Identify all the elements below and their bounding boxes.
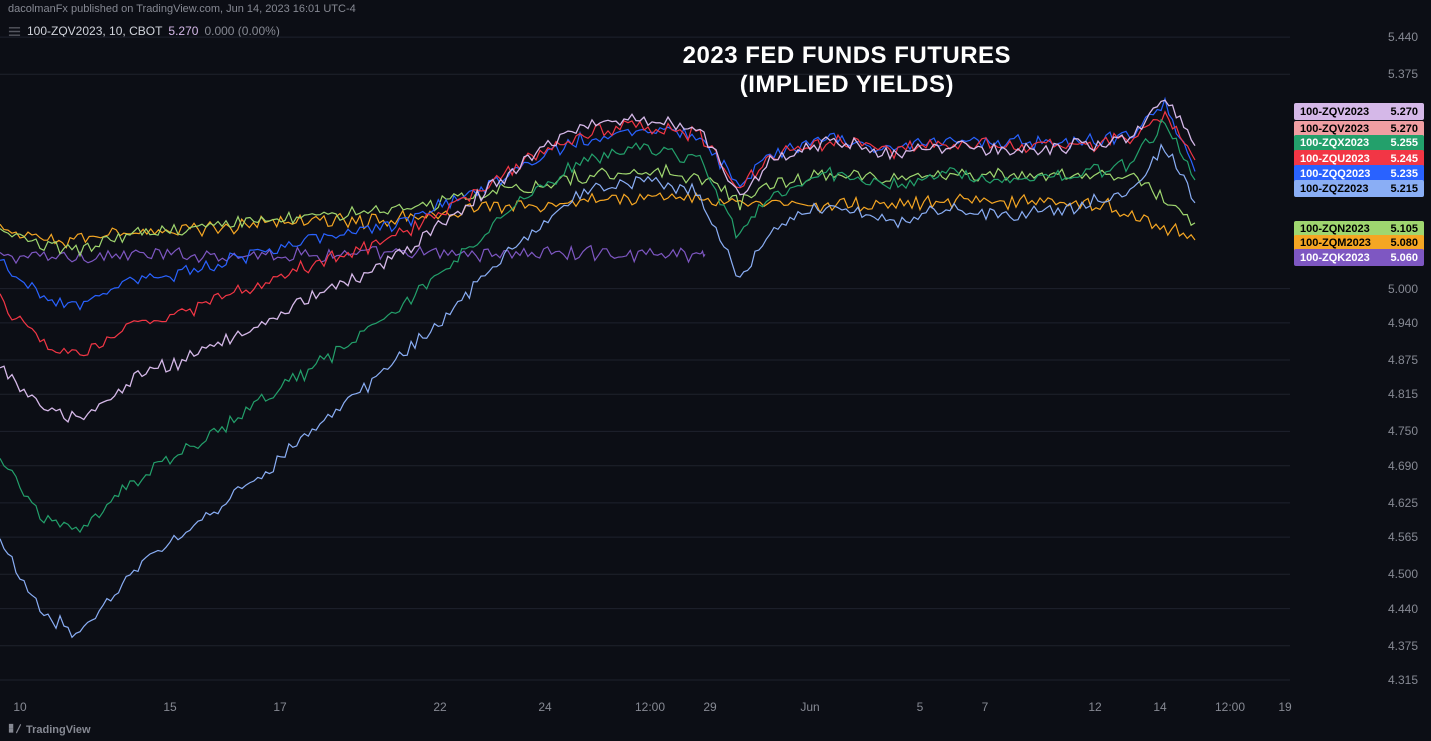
y-tick: 4.875 xyxy=(1388,353,1418,367)
price-tag-label: 100-ZQV2023 xyxy=(1294,123,1384,135)
y-tick: 4.440 xyxy=(1388,602,1418,616)
tradingview-icon xyxy=(8,723,22,737)
price-tag-value: 5.270 xyxy=(1384,106,1424,118)
x-tick: 15 xyxy=(163,700,176,714)
x-tick: 12:00 xyxy=(1215,700,1245,714)
price-tag-value: 5.215 xyxy=(1384,183,1424,195)
series-ZQV xyxy=(0,100,1195,422)
price-tag-label: 100-ZQX2023 xyxy=(1294,137,1384,149)
y-tick: 5.000 xyxy=(1388,282,1418,296)
price-tag-value: 5.235 xyxy=(1384,168,1424,180)
x-tick: 22 xyxy=(433,700,446,714)
price-tag-label: 100-ZQV2023 xyxy=(1294,106,1384,118)
y-tick: 4.750 xyxy=(1388,424,1418,438)
price-tag-label: 100-ZQZ2023 xyxy=(1294,183,1384,195)
series-ZQZ xyxy=(0,145,1195,638)
price-tag[interactable]: 100-ZQZ20235.215 xyxy=(1294,180,1424,197)
series-ZQX xyxy=(0,120,1195,532)
x-axis[interactable]: 10 15 17 22 24 12:00 29 Jun 5 7 12 14 12:00 19 xyxy=(0,700,1290,720)
y-tick: 5.440 xyxy=(1388,30,1418,44)
x-tick: 5 xyxy=(917,700,924,714)
footer-brand: TradingView xyxy=(8,723,91,737)
y-tick: 4.315 xyxy=(1388,673,1418,687)
price-tag-value: 5.080 xyxy=(1384,237,1424,249)
y-axis[interactable]: 5.440 5.375 5.000 4.940 4.875 4.815 4.750 4.690… xyxy=(1290,20,1431,700)
price-tag-value: 5.245 xyxy=(1384,153,1424,165)
price-tag-label: 100-ZQU2023 xyxy=(1294,153,1384,165)
y-tick: 4.565 xyxy=(1388,530,1418,544)
price-tag-label: 100-ZQM2023 xyxy=(1294,237,1384,249)
price-tag-value: 5.255 xyxy=(1384,137,1424,149)
x-tick: 19 xyxy=(1278,700,1291,714)
chart-svg xyxy=(0,20,1290,700)
price-tag-label: 100-ZQK2023 xyxy=(1294,252,1384,264)
price-tag-label: 100-ZQQ2023 xyxy=(1294,168,1384,180)
y-tick: 4.940 xyxy=(1388,316,1418,330)
price-tag-label: 100-ZQN2023 xyxy=(1294,223,1384,235)
price-tag[interactable]: 100-ZQX20235.255 xyxy=(1294,135,1424,152)
footer-brand-text: TradingView xyxy=(26,724,91,736)
y-tick: 5.375 xyxy=(1388,67,1418,81)
y-tick: 4.375 xyxy=(1388,639,1418,653)
y-tick: 4.690 xyxy=(1388,459,1418,473)
x-tick: 17 xyxy=(273,700,286,714)
price-tag-value: 5.060 xyxy=(1384,252,1424,264)
chart-root: dacolmanFx published on TradingView.com,… xyxy=(0,0,1431,741)
y-tick: 4.815 xyxy=(1388,387,1418,401)
x-tick: 24 xyxy=(538,700,551,714)
x-tick: 29 xyxy=(703,700,716,714)
series-ZQQ xyxy=(0,99,1195,310)
y-tick: 4.625 xyxy=(1388,496,1418,510)
x-tick: 7 xyxy=(982,700,989,714)
x-tick: 12 xyxy=(1088,700,1101,714)
price-tag[interactable]: 100-ZQV20235.270 xyxy=(1294,103,1424,120)
x-tick: 14 xyxy=(1153,700,1166,714)
price-tag[interactable]: 100-ZQK20235.060 xyxy=(1294,249,1424,266)
price-tag-value: 5.105 xyxy=(1384,223,1424,235)
y-tick: 4.500 xyxy=(1388,567,1418,581)
x-tick: 10 xyxy=(13,700,26,714)
x-tick: Jun xyxy=(800,700,819,714)
price-tag-value: 5.270 xyxy=(1384,123,1424,135)
x-tick: 12:00 xyxy=(635,700,665,714)
series-ZQK xyxy=(0,246,705,264)
publisher-line: dacolmanFx published on TradingView.com,… xyxy=(0,0,1431,20)
chart-plot-area[interactable] xyxy=(0,20,1290,700)
